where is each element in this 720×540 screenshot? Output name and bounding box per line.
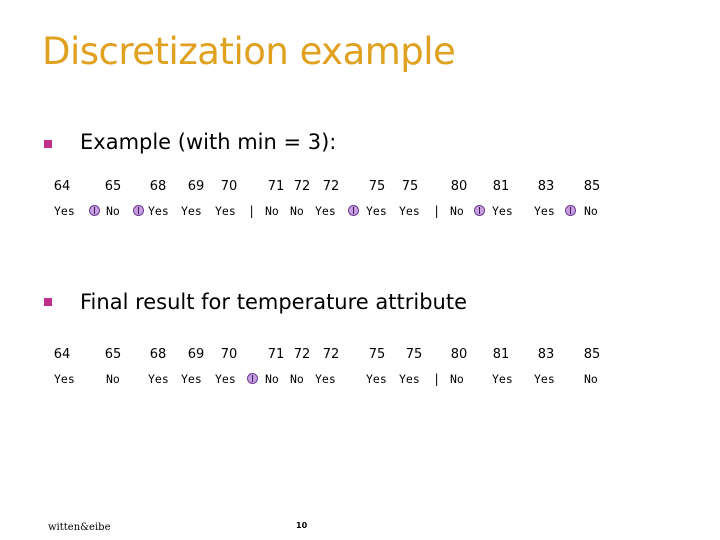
temp-value: 64 (53, 179, 71, 194)
footer-credit: witten&eibe (48, 522, 111, 533)
temp-value: 65 (104, 347, 122, 362)
temp-value: 72 (322, 179, 340, 194)
temp-value: 64 (53, 347, 71, 362)
class-value: Yes (54, 204, 75, 218)
split-point-icon (348, 205, 359, 216)
temp-value: 80 (450, 179, 468, 194)
page-number: 10 (296, 521, 308, 530)
temp-value: 83 (537, 347, 555, 362)
split-separator: | (433, 204, 441, 218)
split-point-icon (565, 205, 576, 216)
class-value: Yes (181, 372, 202, 386)
class-value: No (265, 204, 279, 218)
temp-value: 69 (187, 347, 205, 362)
temp-value: 72 (293, 179, 311, 194)
temp-value: 71 (267, 179, 285, 194)
temp-value: 81 (492, 179, 510, 194)
temp-value: 65 (104, 179, 122, 194)
class-value: Yes (534, 204, 555, 218)
bullet-marker-2 (44, 298, 52, 306)
class-value: No (584, 204, 598, 218)
temp-value: 81 (492, 347, 510, 362)
temp-value: 83 (537, 179, 555, 194)
bullet-marker-1 (44, 140, 52, 148)
split-separator: | (433, 372, 441, 386)
temp-value: 71 (267, 347, 285, 362)
class-value: No (450, 372, 464, 386)
temp-value: 72 (293, 347, 311, 362)
temp-value: 68 (149, 179, 167, 194)
slide-title: Discretization example (42, 30, 456, 73)
class-value: Yes (366, 204, 387, 218)
class-value: No (290, 372, 304, 386)
class-value: Yes (54, 372, 75, 386)
class-value: Yes (148, 372, 169, 386)
split-point-icon (133, 205, 144, 216)
class-value: Yes (492, 204, 513, 218)
class-value: Yes (366, 372, 387, 386)
class-value: Yes (148, 204, 169, 218)
split-point-icon (474, 205, 485, 216)
temp-value: 75 (368, 179, 386, 194)
temp-value: 70 (220, 179, 238, 194)
class-value: Yes (492, 372, 513, 386)
temp-value: 70 (220, 347, 238, 362)
temp-value: 68 (149, 347, 167, 362)
temp-value: 75 (405, 347, 423, 362)
class-value: Yes (399, 204, 420, 218)
class-value: Yes (315, 204, 336, 218)
class-value: No (265, 372, 279, 386)
split-point-icon (89, 205, 100, 216)
split-separator: | (248, 204, 256, 218)
class-value: Yes (399, 372, 420, 386)
class-value: Yes (315, 372, 336, 386)
class-value: No (106, 372, 120, 386)
class-value: Yes (181, 204, 202, 218)
class-value: No (290, 204, 304, 218)
class-value: No (106, 204, 120, 218)
bullet-text-example: Example (with min = 3): (80, 130, 337, 154)
temp-value: 85 (583, 347, 601, 362)
class-value: Yes (215, 204, 236, 218)
class-value: Yes (215, 372, 236, 386)
temp-value: 72 (322, 347, 340, 362)
class-value: Yes (534, 372, 555, 386)
split-point-icon (247, 373, 258, 384)
temp-value: 75 (368, 347, 386, 362)
bullet-text-final-result: Final result for temperature attribute (80, 290, 467, 314)
class-value: No (450, 204, 464, 218)
temp-value: 75 (401, 179, 419, 194)
temp-value: 85 (583, 179, 601, 194)
temp-value: 69 (187, 179, 205, 194)
temp-value: 80 (450, 347, 468, 362)
class-value: No (584, 372, 598, 386)
